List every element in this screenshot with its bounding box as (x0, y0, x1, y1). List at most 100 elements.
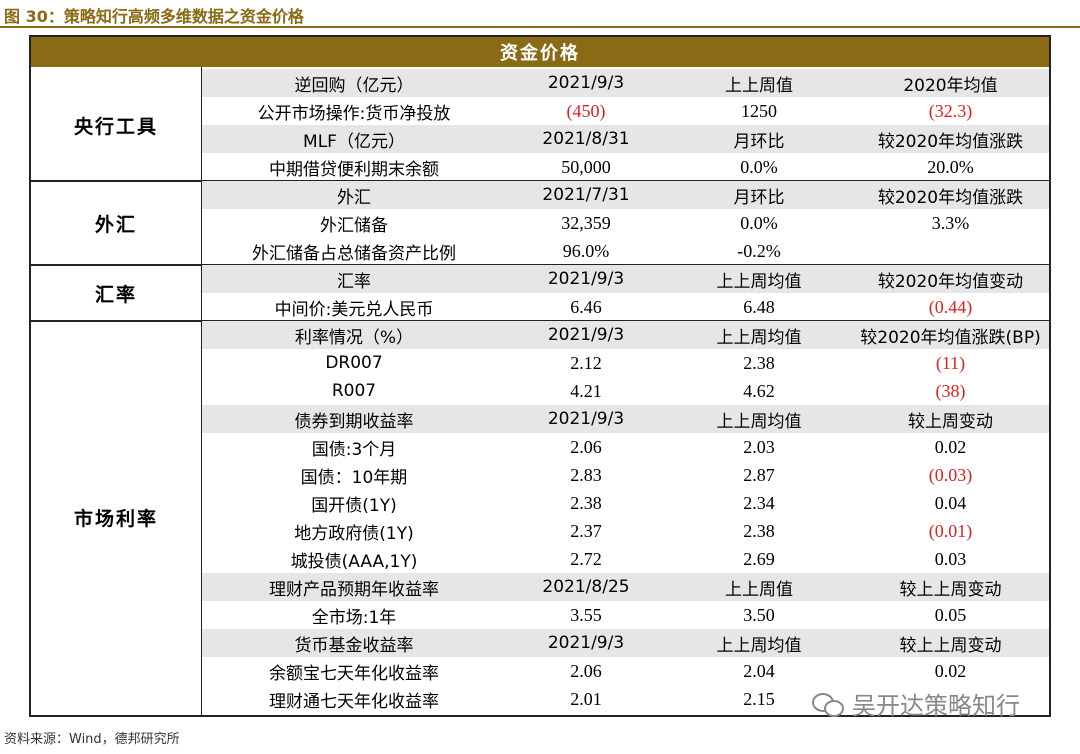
table-row: 地方政府债(1Y) 2.37 2.38 (0.01) (202, 517, 1049, 545)
row-label: DR007 (325, 353, 383, 373)
row-label: 汇率 (337, 271, 371, 292)
subheader-row: 逆回购（亿元） 2021/9/3 上上周值 2020年均值 (202, 69, 1049, 97)
col-current: 2021/7/31 (542, 185, 630, 205)
col-change: (32.3) (928, 100, 973, 121)
row-label: 国开债(1Y) (311, 495, 397, 516)
row-label: 逆回购（亿元） (294, 75, 414, 96)
row-label: 中间价:美元兑人民币 (274, 299, 434, 320)
source-note: 资料来源：Wind，德邦研究所 (4, 732, 180, 747)
col-current: 2021/9/3 (547, 409, 625, 429)
table-row: 外汇储备 32,359 0.0% 3.3% (202, 209, 1049, 237)
col-current: 2.01 (570, 688, 602, 709)
watermark-text: 吴开达策略知行 (852, 692, 1020, 720)
col-current: 4.21 (570, 380, 602, 401)
subheader-row: 利率情况（%） 2021/9/3 上上周均值 较2020年均值涨跌(BP) (202, 321, 1049, 349)
col-previous: 2.04 (743, 660, 775, 681)
col-current: 2.38 (570, 492, 602, 513)
col-change: 较2020年均值涨跌 (877, 187, 1024, 208)
col-previous: 2.03 (743, 436, 775, 457)
row-label: 国债:3个月 (311, 439, 397, 460)
col-current: 2.37 (570, 520, 602, 541)
row-label: 城投债(AAA,1Y) (290, 551, 418, 572)
col-current: 2021/9/3 (547, 633, 625, 653)
col-previous: 上上周均值 (716, 327, 802, 348)
row-label: 外汇 (337, 187, 371, 208)
col-previous: 6.48 (743, 296, 775, 317)
col-current: 50,000 (561, 156, 611, 177)
row-label: 债券到期收益率 (294, 411, 414, 432)
col-change: (11) (935, 352, 966, 373)
col-current: 2.06 (570, 436, 602, 457)
col-change: 0.04 (934, 492, 967, 513)
col-previous: 0.0% (740, 212, 778, 233)
col-previous: 上上周均值 (716, 271, 802, 292)
col-current: 6.46 (570, 296, 602, 317)
subheader-row: 汇率 2021/9/3 上上周均值 较2020年均值变动 (202, 265, 1049, 293)
col-previous: 上上周值 (725, 579, 793, 600)
col-change: 0.02 (934, 660, 967, 681)
subheader-row: MLF（亿元） 2021/8/31 月环比 较2020年均值涨跌 (202, 125, 1049, 153)
figure-title: 图 30：策略知行高频多维数据之资金价格 (4, 7, 304, 26)
row-label: 全市场:1年 (311, 607, 397, 628)
col-current: 2021/9/3 (547, 325, 625, 345)
col-current: 2021/9/3 (547, 269, 625, 289)
col-change: 较2020年均值变动 (877, 271, 1024, 292)
col-current: 2.72 (570, 548, 602, 569)
col-current: 2021/8/31 (542, 129, 630, 149)
col-change: 3.3% (931, 212, 970, 233)
row-label: 余额宝七天年化收益率 (269, 663, 439, 684)
table-row: 中间价:美元兑人民币 6.46 6.48 (0.44) (202, 293, 1049, 321)
col-change (852, 237, 1049, 265)
col-change: (0.44) (928, 296, 973, 317)
wechat-icon (812, 691, 844, 717)
col-previous: 2.87 (743, 464, 775, 485)
col-previous: 上上周均值 (716, 411, 802, 432)
col-previous: 2.38 (743, 520, 775, 541)
table-row: 城投债(AAA,1Y) 2.72 2.69 0.03 (202, 545, 1049, 573)
row-label: R007 (331, 381, 377, 401)
col-previous: -0.2% (737, 240, 781, 261)
section-label: 央行工具 (73, 115, 158, 138)
table-row: 中期借贷便利期末余额 50,000 0.0% 20.0% (202, 153, 1049, 181)
section-label: 外汇 (94, 213, 137, 236)
col-previous: 1250 (741, 100, 777, 121)
col-change: 较上周变动 (908, 411, 993, 432)
col-change: (38) (935, 380, 966, 401)
row-label: 外汇储备占总储备资产比例 (252, 243, 456, 264)
table-row: 公开市场操作:货币净投放 (450) 1250 (32.3) (202, 97, 1049, 125)
section-label: 汇率 (94, 283, 137, 306)
col-change: (0.03) (928, 464, 973, 485)
column-divider (201, 67, 202, 715)
table-row: 国债:3个月 2.06 2.03 0.02 (202, 433, 1049, 461)
row-label: 中期借贷便利期末余额 (269, 159, 439, 180)
section-label: 市场利率 (73, 507, 158, 530)
row-label: 利率情况（%） (294, 327, 414, 348)
table-row: R007 4.21 4.62 (38) (202, 377, 1049, 405)
col-previous: 月环比 (733, 131, 785, 152)
col-change: 较2020年均值涨跌(BP) (860, 327, 1041, 348)
table-title: 资金价格 (31, 37, 1049, 67)
subheader-row: 货币基金收益率 2021/9/3 上上周均值 较上上周变动 (202, 629, 1049, 657)
subheader-row: 债券到期收益率 2021/9/3 上上周均值 较上周变动 (202, 405, 1049, 433)
col-previous: 2.34 (743, 492, 775, 513)
col-current: 2021/9/3 (547, 73, 625, 93)
col-current: 2.06 (570, 660, 602, 681)
col-change: (0.01) (928, 520, 973, 541)
row-label: 公开市场操作:货币净投放 (257, 103, 451, 124)
col-current: 2.83 (570, 464, 602, 485)
col-previous: 上上周均值 (716, 635, 802, 656)
col-current: 96.0% (562, 240, 610, 261)
title-rule (0, 26, 1080, 28)
row-label: 理财通七天年化收益率 (269, 691, 439, 712)
row-label: 外汇储备 (320, 215, 388, 236)
col-current: 3.55 (570, 604, 602, 625)
watermark: 吴开达策略知行 (812, 686, 1020, 721)
col-previous: 4.62 (743, 380, 775, 401)
col-change: 0.03 (934, 548, 967, 569)
col-current: 2021/8/25 (542, 577, 630, 597)
col-change: 0.05 (934, 604, 967, 625)
col-current: (450) (566, 100, 606, 121)
row-label: 理财产品预期年收益率 (269, 579, 439, 600)
table-row: 外汇储备占总储备资产比例 96.0% -0.2% (202, 237, 1049, 265)
col-current: 2.12 (570, 352, 602, 373)
